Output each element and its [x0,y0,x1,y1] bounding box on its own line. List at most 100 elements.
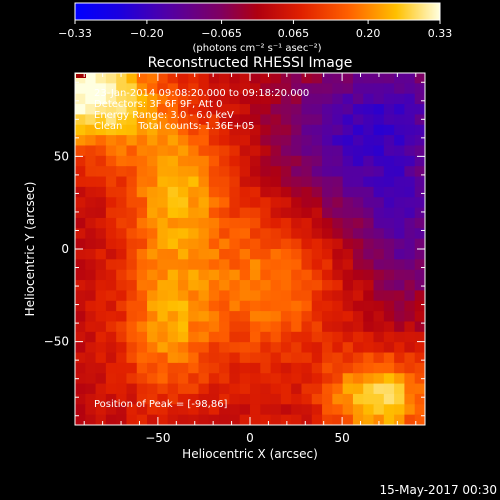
heatmap-cell [373,414,385,425]
heatmap-cell [229,217,241,229]
heatmap-cell [188,228,200,240]
heatmap-cell [177,207,189,219]
heatmap-cell [198,155,210,167]
heatmap-cell [147,342,158,354]
heatmap-cell [414,176,425,188]
heatmap-cell [105,352,117,364]
heatmap-cell [85,135,97,147]
heatmap-cell [116,238,128,250]
heatmap-cell [332,83,344,95]
x-tick-label: −50 [145,431,170,445]
heatmap-cell [219,135,231,147]
heatmap-cell [280,217,292,229]
heatmap-cell [85,269,97,281]
heatmap-cell [363,73,375,84]
heatmap-cell [147,269,158,281]
heatmap-cell [126,280,138,292]
heatmap-cell [177,290,189,302]
heatmap-cell [75,259,86,271]
heatmap-cell [208,249,220,260]
heatmap-cell [147,73,158,84]
heatmap-cell [167,269,179,281]
heatmap-cell [260,238,272,250]
heatmap-cell [198,249,210,260]
heatmap-cell [177,238,189,250]
heatmap-cell [136,145,148,157]
heatmap-cell [394,352,406,364]
heatmap-cell [404,321,416,333]
heatmap-cell [280,228,292,240]
heatmap-cell [75,104,86,116]
heatmap-cell [147,404,158,416]
colorbar-tick-label: −0.065 [201,27,242,40]
heatmap-cell [75,228,86,240]
heatmap-cell [373,73,385,84]
heatmap-cell [95,383,107,395]
heatmap-cell [414,300,425,312]
heatmap-cell [342,249,354,260]
chart-title: Reconstructed RHESSI Image [148,55,353,71]
heatmap-cell [239,259,251,271]
heatmap-cell [270,259,282,271]
heatmap-cell [373,259,385,271]
heatmap-cell [116,259,128,271]
heatmap-cell [219,217,231,229]
heatmap-cell [116,114,128,126]
heatmap-cell [322,342,333,354]
heatmap-cell [291,217,303,229]
heatmap-cell [157,207,169,219]
heatmap-cell [322,238,333,250]
heatmap-cell [250,124,261,136]
heatmap-cell [311,124,323,136]
heatmap-cell [311,290,323,302]
heatmap-cell [208,300,220,312]
heatmap-cell [198,290,210,302]
heatmap-cell [229,280,241,292]
heatmap-cell [270,300,282,312]
heatmap-cell [219,311,231,323]
heatmap-cell [136,249,148,260]
heatmap-cell [157,238,169,250]
heatmap-cell [280,197,292,209]
heatmap-cell [363,383,375,395]
heatmap-cell [239,269,251,281]
heatmap-cell [342,114,354,126]
heatmap-cell [373,155,385,167]
heatmap-cell [95,73,107,84]
heatmap-cell [394,73,406,84]
heatmap-cell [116,207,128,219]
heatmap-cell [239,124,251,136]
heatmap-cell [322,290,333,302]
heatmap-cell [239,207,251,219]
heatmap-cell [394,269,406,281]
heatmap-cell [414,249,425,260]
heatmap-cell [167,166,179,178]
heatmap-cell [363,414,375,425]
heatmap-cell [394,259,406,271]
heatmap-cell [280,352,292,364]
heatmap-cell [363,166,375,178]
heatmap-cell [208,393,220,405]
heatmap-cell [373,393,385,405]
heatmap-cell [260,217,272,229]
heatmap-cell [260,342,272,354]
heatmap-cell [373,321,385,333]
heatmap-cell [157,393,169,405]
heatmap-cell [116,124,128,136]
heatmap-cell [85,414,97,425]
heatmap-cell [373,352,385,364]
heatmap-cell [270,321,282,333]
heatmap-cell [85,114,97,126]
heatmap-cell [363,228,375,240]
heatmap-cell [250,290,261,302]
heatmap-cell [126,373,138,385]
heatmap-cell [270,238,282,250]
heatmap-cell [198,124,210,136]
heatmap-cell [301,83,313,95]
heatmap-cell [188,269,200,281]
heatmap-cell [373,373,385,385]
heatmap-cell [363,259,375,271]
heatmap-cell [373,290,385,302]
heatmap-cell [332,331,344,343]
heatmap-cell [404,124,416,136]
